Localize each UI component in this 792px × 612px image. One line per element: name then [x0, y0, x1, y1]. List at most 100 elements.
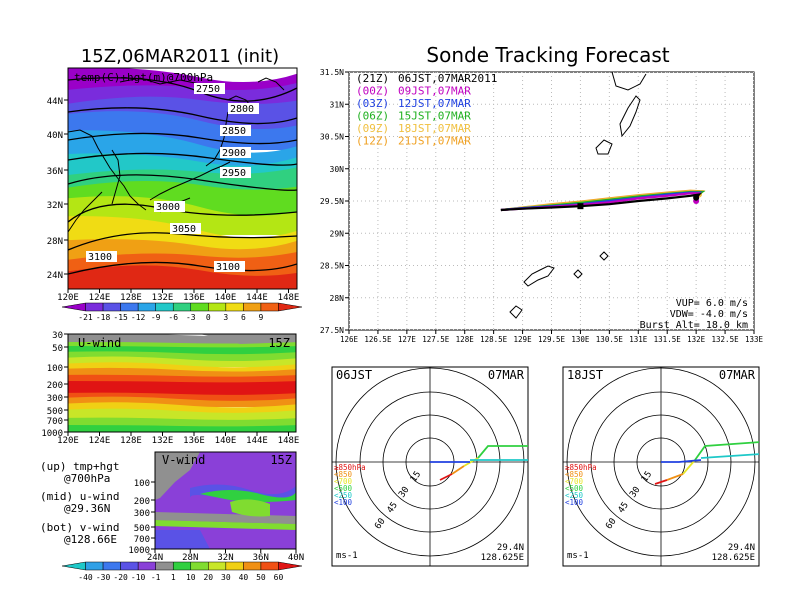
temp-colorbar-swatch [208, 302, 227, 312]
track-lat-tick: 31.5N [320, 68, 344, 77]
wind-colorbar-swatch [102, 561, 121, 571]
track-lon-tick: 129.5E [538, 335, 566, 344]
track-lon-tick: 132.5E [712, 335, 740, 344]
hodo-segment [451, 465, 465, 475]
wind-colorbar-tick: 50 [256, 573, 266, 582]
vwind-band [155, 530, 210, 549]
track-legend-run: (21Z) [356, 72, 389, 85]
track-info-line: Burst Alt= 18.0 km [640, 320, 748, 331]
temp-colorbar-swatch [260, 302, 279, 312]
temp-colorbar-swatch [190, 302, 209, 312]
track-lon-tick: 133E [745, 335, 764, 344]
wind-colorbar-tick: -10 [131, 573, 146, 582]
track-legend-time: 09JST,07MAR [398, 85, 471, 98]
hodo-date-label: 07MAR [488, 368, 525, 382]
temp-colorbar-swatch [172, 302, 192, 312]
contour-label-bg [220, 147, 251, 158]
temp-colorbar-swatch [61, 302, 86, 312]
hodo-level-legend: <700 [565, 477, 584, 486]
temp-band [68, 265, 297, 289]
contour-label-bg [194, 83, 225, 94]
hodo-level-legend: <100 [334, 498, 353, 507]
map-panel: 2750 2800 2850 2900 2950 3000 3050 3100 3100 tem… [47, 67, 300, 303]
uwind-lon-tick: 136E [183, 436, 205, 446]
contour-label-bg [154, 201, 185, 212]
uwind-lon-tick: 132E [152, 436, 174, 446]
track-lon-tick: 131E [629, 335, 648, 344]
track-legend-time: 18JST,07MAR [398, 122, 471, 135]
vwind-time: 15Z [270, 453, 292, 467]
wind-colorbar-tick: 20 [203, 573, 213, 582]
hodo-loc-lon: 128.625E [712, 553, 755, 563]
track-legend-time: 15JST,07MAR [398, 110, 471, 123]
contour-label-bg [170, 223, 201, 234]
vwind-lat-tick: 40N [288, 553, 304, 563]
track-marker [577, 203, 584, 210]
map-field-label: temp(C)+hgt(m)@700hPa [74, 71, 213, 84]
vwind-band [155, 452, 200, 500]
uwind-p-tick: 300 [47, 394, 63, 404]
wind-colorbar-swatch [61, 561, 86, 571]
temp-colorbar-tick: -15 [113, 313, 128, 322]
hodo-time-label: 18JST [567, 368, 603, 382]
map-lon-tick: 120E [57, 293, 79, 303]
track-lon-tick: 127.5E [422, 335, 450, 344]
track-lat-tick: 28N [330, 294, 345, 303]
temp-colorbar-tick: -6 [168, 313, 178, 322]
wind-colorbar-swatch [155, 561, 174, 571]
wind-colorbar-tick: 30 [221, 573, 231, 582]
temp-colorbar-tick: 6 [241, 313, 246, 322]
uwind-lon-tick: 124E [89, 436, 111, 446]
uwind-frame [67, 333, 297, 433]
vwind-label: V-wind [162, 453, 205, 467]
uwind-p-tick: 100 [47, 364, 63, 374]
hodo-segment [694, 441, 759, 461]
track-info-line: VUP= 6.0 m/s [676, 298, 748, 309]
map-lat-tick: 32N [47, 201, 63, 211]
map-lon-tick: 148E [278, 293, 300, 303]
wind-colorbar-tick: -40 [78, 573, 93, 582]
map-lon-tick: 128E [120, 293, 142, 303]
hodo-loc-lat: 29.4N [497, 543, 524, 553]
map-lat-tick: 40N [47, 131, 63, 141]
wind-colorbar-swatch [85, 561, 104, 571]
note-bot-1: (bot) v-wind [40, 521, 119, 534]
track-lat-tick: 29.5N [320, 197, 344, 206]
wind-colorbar-swatch [260, 561, 279, 571]
wind-colorbar-tick: -20 [113, 573, 128, 582]
wind-colorbar-tick: -30 [96, 573, 111, 582]
contour-label-bg [220, 167, 251, 178]
wind-colorbar-tick: 10 [186, 573, 196, 582]
wind-colorbar-swatch [225, 561, 244, 571]
track-lon-tick: 126.5E [364, 335, 392, 344]
wind-colorbar-swatch [120, 561, 139, 571]
temp-colorbar-tick: 3 [223, 313, 228, 322]
track-lon-tick: 127E [398, 335, 417, 344]
temp-colorbar: -21 -18 -15 -12 -9 -6 -3 0 3 6 9 [61, 302, 303, 322]
hodo-level-legend: <100 [565, 498, 584, 507]
track-lat-tick: 30.5N [320, 133, 344, 142]
hodo-level-legend: ≥850hPa [565, 463, 597, 472]
map-lon-tick: 140E [215, 293, 237, 303]
uwind-lon-tick: 144E [246, 436, 268, 446]
hodo-segment [666, 473, 684, 481]
hodo-level-legend: <700 [334, 477, 353, 486]
uwind-p-tick: 700 [47, 417, 63, 427]
note-bot-2: @128.66E [64, 533, 117, 546]
hodo-units: ms-1 [567, 551, 589, 561]
vwind-p-tick: 700 [134, 535, 150, 545]
track-legend-run: (00Z) [356, 85, 389, 98]
track-lon-tick: 128E [456, 335, 475, 344]
map-lon-tick: 136E [183, 293, 205, 303]
note-up-2: @700hPa [64, 472, 110, 485]
note-up-1: (up) tmp+hgt [40, 460, 119, 473]
wind-colorbar-tick: 60 [274, 573, 284, 582]
left-title: 15Z,06MAR2011 (init) [81, 46, 279, 67]
map-lat-tick: 24N [47, 271, 63, 281]
contour-label: 2950 [222, 168, 246, 179]
uwind-lon-tick: 148E [278, 436, 300, 446]
track-legend-run: (09Z) [356, 122, 389, 135]
uwind-p-tick: 50 [52, 344, 63, 354]
contour-label-bg [220, 125, 251, 136]
